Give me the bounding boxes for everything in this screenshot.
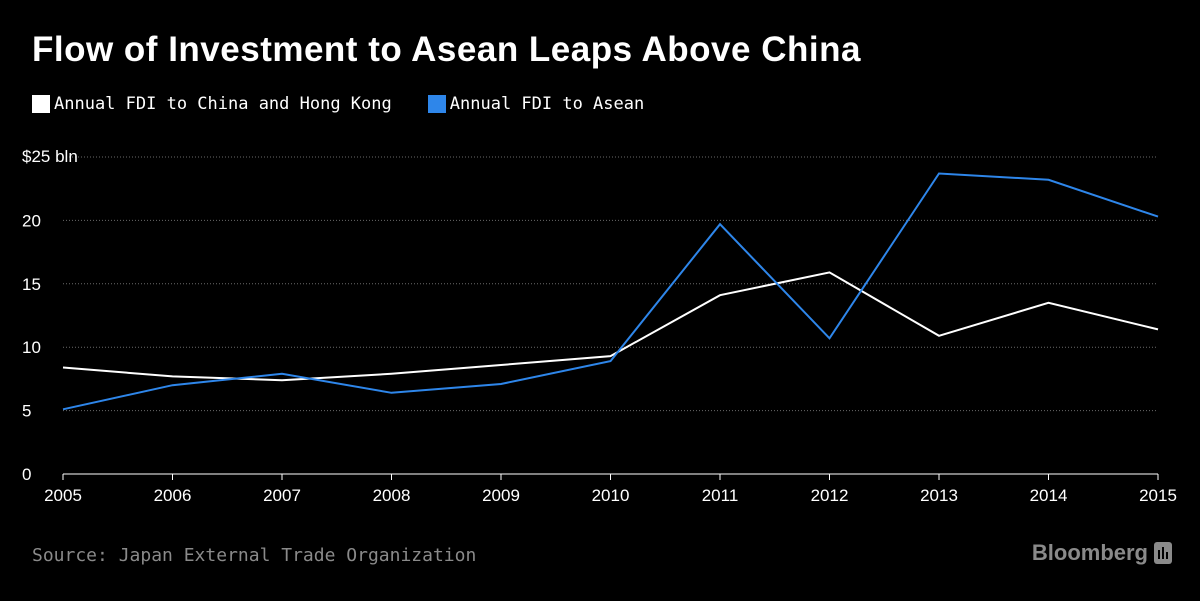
legend: Annual FDI to China and Hong Kong Annual…: [32, 91, 680, 117]
x-tick-label-2005: 2005: [44, 486, 82, 505]
x-tick-label-2013: 2013: [920, 486, 958, 505]
x-tick-label-2011: 2011: [702, 486, 739, 505]
x-tick-label-2014: 2014: [1030, 486, 1068, 505]
x-tick-label-2015: 2015: [1139, 486, 1177, 505]
bloomberg-terminal-icon: [1154, 542, 1172, 564]
x-tick-label-2007: 2007: [263, 486, 301, 505]
bloomberg-logo: Bloomberg: [1032, 540, 1172, 566]
legend-label-asean: Annual FDI to Asean: [449, 94, 645, 114]
legend-label-china: Annual FDI to China and Hong Kong: [54, 94, 392, 114]
brand-name: Bloomberg: [1031, 540, 1148, 565]
legend-item-asean: Annual FDI to Asean: [427, 94, 645, 114]
x-tick-label-2009: 2009: [482, 486, 520, 505]
chart-title: Flow of Investment to Asean Leaps Above …: [32, 30, 861, 69]
y-tick-label-10: 10: [22, 338, 41, 357]
legend-swatch-asean: [427, 95, 446, 113]
legend-item-china: Annual FDI to China and Hong Kong: [32, 94, 392, 114]
x-tick-label-2010: 2010: [592, 486, 630, 505]
y-tick-label-0: 0: [22, 465, 31, 484]
y-tick-label-5: 5: [22, 402, 31, 421]
source-note: Source: Japan External Trade Organizatio…: [32, 545, 477, 566]
legend-swatch-china: [32, 95, 50, 113]
x-tick-label-2008: 2008: [373, 486, 411, 505]
series-line-asean: [62, 172, 1159, 411]
y-tick-label-25: $25 bln: [22, 147, 78, 166]
series-line-china-hong-kong: [62, 271, 1159, 382]
y-tick-label-20: 20: [22, 211, 41, 230]
y-tick-label-15: 15: [22, 275, 41, 294]
x-tick-label-2006: 2006: [154, 486, 192, 505]
x-tick-label-2012: 2012: [811, 486, 849, 505]
